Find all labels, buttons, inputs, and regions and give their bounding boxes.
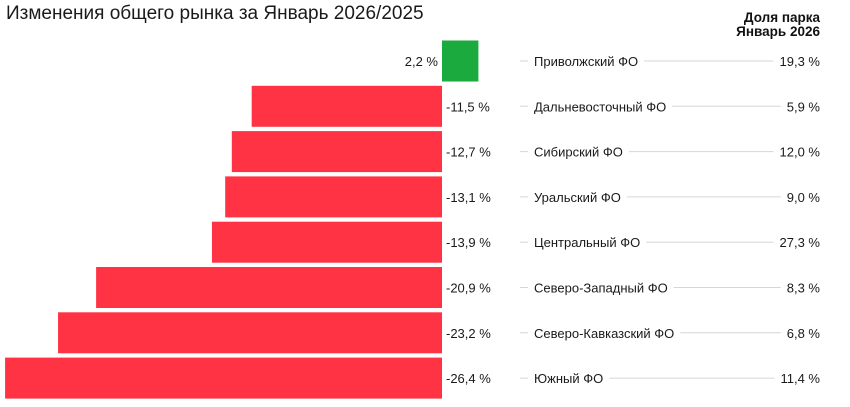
value-label: -20,9 % bbox=[446, 281, 491, 296]
value-label: -11,5 % bbox=[446, 99, 490, 114]
value-label: -26,4 % bbox=[446, 371, 491, 386]
share-label-background bbox=[773, 143, 825, 161]
category-label-background bbox=[528, 98, 673, 116]
value-label: 2,2 % bbox=[405, 54, 439, 69]
share-column-header-line-1: Доля парка bbox=[743, 10, 820, 25]
share-label-background bbox=[780, 324, 825, 342]
share-label-background bbox=[774, 370, 825, 388]
share-label: 11,4 % bbox=[780, 371, 820, 386]
share-label: 12,0 % bbox=[780, 145, 821, 160]
value-label: -13,9 % bbox=[446, 235, 491, 250]
bar bbox=[58, 312, 442, 354]
category-label: Центральный ФО bbox=[534, 235, 640, 250]
category-label-background bbox=[528, 279, 674, 297]
share-label-background bbox=[780, 279, 825, 297]
value-label: -12,7 % bbox=[446, 145, 491, 160]
value-label: -23,2 % bbox=[446, 326, 491, 341]
bar bbox=[231, 131, 442, 173]
value-label: -13,1 % bbox=[446, 190, 491, 205]
share-label: 5,9 % bbox=[787, 99, 821, 114]
category-label-background bbox=[528, 53, 645, 70]
category-label: Северо-Западный ФО bbox=[534, 281, 668, 296]
share-label-background bbox=[780, 188, 825, 206]
category-label: Приволжский ФО bbox=[534, 54, 638, 69]
share-label: 6,8 % bbox=[787, 326, 821, 341]
share-label-background bbox=[773, 234, 825, 252]
share-label: 8,3 % bbox=[787, 281, 821, 296]
chart-title: Изменения общего рынка за Январь 2026/20… bbox=[6, 3, 424, 24]
category-label-background bbox=[528, 370, 610, 388]
share-column-header-line-2: Январь 2026 bbox=[736, 24, 820, 39]
bar bbox=[5, 357, 443, 399]
share-label: 27,3 % bbox=[780, 235, 821, 250]
category-label: Северо-Кавказский ФО bbox=[534, 326, 674, 341]
bar bbox=[442, 40, 479, 82]
share-label-background bbox=[773, 53, 825, 70]
category-label: Дальневосточный ФО bbox=[534, 99, 666, 114]
share-label: 19,3 % bbox=[780, 54, 821, 69]
category-label: Уральский ФО bbox=[534, 190, 621, 205]
category-label-background bbox=[528, 234, 647, 252]
category-label-background bbox=[528, 188, 627, 206]
bar bbox=[225, 176, 442, 218]
bar bbox=[211, 221, 442, 263]
category-label-background bbox=[528, 143, 629, 161]
bar bbox=[96, 267, 442, 308]
share-column-header: Доля парка Январь 2026 bbox=[710, 11, 820, 39]
category-label-background bbox=[528, 324, 681, 342]
share-label-background bbox=[780, 98, 825, 116]
category-label: Сибирский ФО bbox=[534, 145, 623, 160]
category-label: Южный ФО bbox=[534, 371, 603, 386]
bar bbox=[251, 85, 442, 127]
share-label: 9,0 % bbox=[787, 190, 821, 205]
